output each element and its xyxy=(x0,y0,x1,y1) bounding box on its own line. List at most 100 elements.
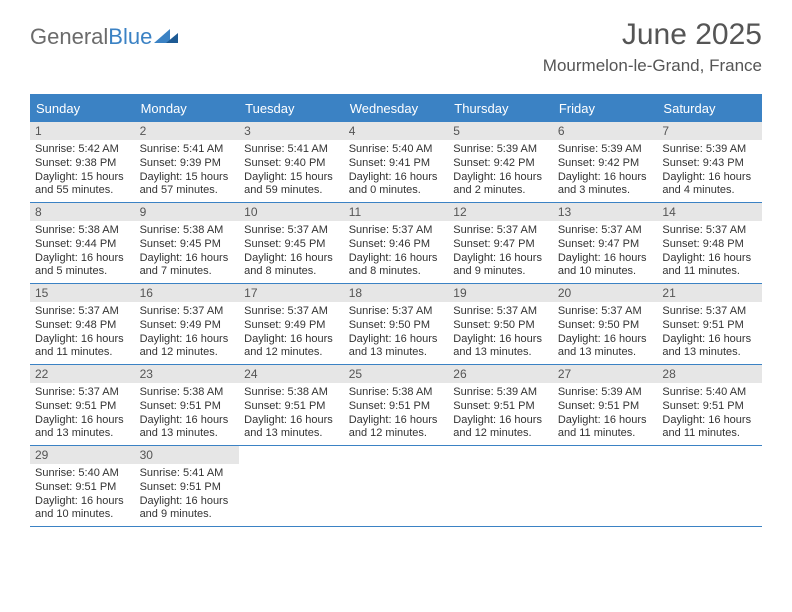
daylight-line: and 55 minutes. xyxy=(35,184,130,198)
calendar-cell: 15Sunrise: 5:37 AMSunset: 9:48 PMDayligh… xyxy=(30,284,135,364)
cell-body: Sunrise: 5:40 AMSunset: 9:41 PMDaylight:… xyxy=(344,143,449,202)
calendar-cell: 3 Sunrise: 5:41 AMSunset: 9:40 PMDaylight… xyxy=(239,122,344,202)
cell-body: Sunrise: 5:39 AMSunset: 9:42 PMDaylight:… xyxy=(553,143,658,202)
calendar-cell: 29Sunrise: 5:40 AMSunset: 9:51 PMDayligh… xyxy=(30,446,135,526)
daylight-line: and 11 minutes. xyxy=(558,427,653,441)
calendar-cell: 28Sunrise: 5:40 AMSunset: 9:51 PMDayligh… xyxy=(657,365,762,445)
sunset-line: Sunset: 9:51 PM xyxy=(140,481,235,495)
day-header-cell: Thursday xyxy=(448,96,553,122)
sunset-line: Sunset: 9:38 PM xyxy=(35,157,130,171)
sunset-line: Sunset: 9:51 PM xyxy=(35,481,130,495)
daylight-line: Daylight: 16 hours xyxy=(453,333,548,347)
daylight-line: and 13 minutes. xyxy=(35,427,130,441)
sunset-line: Sunset: 9:50 PM xyxy=(453,319,548,333)
day-number: 7 xyxy=(657,122,762,140)
sunrise-line: Sunrise: 5:37 AM xyxy=(244,224,339,238)
daylight-line: and 0 minutes. xyxy=(349,184,444,198)
daylight-line: Daylight: 16 hours xyxy=(558,171,653,185)
sunset-line: Sunset: 9:51 PM xyxy=(662,319,757,333)
daylight-line: Daylight: 16 hours xyxy=(140,495,235,509)
calendar-cell: 25Sunrise: 5:38 AMSunset: 9:51 PMDayligh… xyxy=(344,365,449,445)
daylight-line: and 9 minutes. xyxy=(140,508,235,522)
sunrise-line: Sunrise: 5:40 AM xyxy=(662,386,757,400)
daylight-line: and 8 minutes. xyxy=(349,265,444,279)
calendar-cell: 11 Sunrise: 5:37 AMSunset: 9:46 PMDayligh… xyxy=(344,203,449,283)
logo-mark-icon xyxy=(154,25,180,45)
cell-body: Sunrise: 5:37 AMSunset: 9:50 PMDaylight:… xyxy=(553,305,658,364)
sunset-line: Sunset: 9:51 PM xyxy=(140,400,235,414)
daylight-line: and 11 minutes. xyxy=(662,427,757,441)
daylight-line: and 12 minutes. xyxy=(244,346,339,360)
daylight-line: and 8 minutes. xyxy=(244,265,339,279)
calendar-cell: 9Sunrise: 5:38 AMSunset: 9:45 PMDaylight… xyxy=(135,203,240,283)
day-number: 6 xyxy=(553,122,658,140)
day-number: 8 xyxy=(30,203,135,221)
daylight-line: and 11 minutes. xyxy=(662,265,757,279)
sunset-line: Sunset: 9:45 PM xyxy=(140,238,235,252)
day-number: 27 xyxy=(553,365,658,383)
day-number: 4 xyxy=(344,122,449,140)
daylight-line: Daylight: 16 hours xyxy=(662,414,757,428)
daylight-line: and 9 minutes. xyxy=(453,265,548,279)
day-number: 3 xyxy=(239,122,344,140)
cell-body: Sunrise: 5:37 AMSunset: 9:49 PMDaylight:… xyxy=(239,305,344,364)
day-number: 18 xyxy=(344,284,449,302)
week-row: 1Sunrise: 5:42 AMSunset: 9:38 PMDaylight… xyxy=(30,122,762,203)
day-header-cell: Monday xyxy=(135,96,240,122)
day-number: 17 xyxy=(239,284,344,302)
day-number: 11 xyxy=(344,203,449,221)
cell-body: Sunrise: 5:41 AMSunset: 9:40 PMDaylight:… xyxy=(239,143,344,202)
cell-body: Sunrise: 5:42 AMSunset: 9:38 PMDaylight:… xyxy=(30,143,135,202)
daylight-line: Daylight: 15 hours xyxy=(140,171,235,185)
sunrise-line: Sunrise: 5:39 AM xyxy=(662,143,757,157)
month-title: June 2025 xyxy=(543,18,762,52)
daylight-line: and 4 minutes. xyxy=(662,184,757,198)
daylight-line: and 57 minutes. xyxy=(140,184,235,198)
daylight-line: Daylight: 16 hours xyxy=(349,171,444,185)
calendar-cell: . xyxy=(448,446,553,526)
cell-body: Sunrise: 5:37 AMSunset: 9:50 PMDaylight:… xyxy=(448,305,553,364)
day-number: 2 xyxy=(135,122,240,140)
sunrise-line: Sunrise: 5:40 AM xyxy=(35,467,130,481)
cell-body: Sunrise: 5:38 AMSunset: 9:51 PMDaylight:… xyxy=(344,386,449,445)
daylight-line: and 13 minutes. xyxy=(349,346,444,360)
sunrise-line: Sunrise: 5:37 AM xyxy=(35,386,130,400)
sunset-line: Sunset: 9:47 PM xyxy=(558,238,653,252)
daylight-line: Daylight: 16 hours xyxy=(453,171,548,185)
week-row: 29Sunrise: 5:40 AMSunset: 9:51 PMDayligh… xyxy=(30,446,762,527)
sunrise-line: Sunrise: 5:37 AM xyxy=(662,305,757,319)
daylight-line: Daylight: 16 hours xyxy=(453,252,548,266)
sunrise-line: Sunrise: 5:38 AM xyxy=(140,386,235,400)
week-row: 8 Sunrise: 5:38 AM Sunset: 9:44 PM Daylight… xyxy=(30,203,762,284)
day-header-cell: Friday xyxy=(553,96,658,122)
sunset-line: Sunset: 9:39 PM xyxy=(140,157,235,171)
sunrise-line: Sunrise: 5:38 AM xyxy=(140,224,235,238)
cell-body: Sunrise: 5:41 AMSunset: 9:51 PMDaylight:… xyxy=(135,467,240,526)
cell-body: Sunrise: 5:37 AMSunset: 9:51 PMDaylight:… xyxy=(657,305,762,364)
daylight-line: and 10 minutes. xyxy=(558,265,653,279)
cell-body: Sunrise: 5:39 AMSunset: 9:43 PMDaylight:… xyxy=(657,143,762,202)
sunset-line: Sunset: 9:44 PM xyxy=(35,238,130,252)
day-number: 22 xyxy=(30,365,135,383)
daylight-line: Daylight: 16 hours xyxy=(244,252,339,266)
cell-body: Sunrise: 5:37 AMSunset: 9:46 PMDaylight:… xyxy=(344,224,449,283)
cell-body: Sunrise: 5:39 AMSunset: 9:51 PMDaylight:… xyxy=(448,386,553,445)
day-number: 14 xyxy=(657,203,762,221)
daylight-line: Daylight: 16 hours xyxy=(244,414,339,428)
sunrise-line: Sunrise: 5:37 AM xyxy=(244,305,339,319)
cell-body: Sunrise: 5:37 AMSunset: 9:47 PMDaylight:… xyxy=(448,224,553,283)
calendar-cell: 14Sunrise: 5:37 AMSunset: 9:48 PMDayligh… xyxy=(657,203,762,283)
calendar-cell: 21Sunrise: 5:37 AMSunset: 9:51 PMDayligh… xyxy=(657,284,762,364)
sunrise-line: Sunrise: 5:37 AM xyxy=(662,224,757,238)
sunset-line: Sunset: 9:46 PM xyxy=(349,238,444,252)
logo-part2: Blue xyxy=(108,24,152,49)
cell-body: Sunrise: 5:40 AMSunset: 9:51 PMDaylight:… xyxy=(30,467,135,526)
daylight-line: Daylight: 16 hours xyxy=(349,252,444,266)
sunset-line: Sunset: 9:49 PM xyxy=(244,319,339,333)
calendar-cell: 1Sunrise: 5:42 AMSunset: 9:38 PMDaylight… xyxy=(30,122,135,202)
day-number: 16 xyxy=(135,284,240,302)
daylight-line: Daylight: 16 hours xyxy=(35,495,130,509)
sunrise-line: Sunrise: 5:41 AM xyxy=(140,467,235,481)
calendar-cell: 16 Sunrise: 5:37 AMSunset: 9:49 PMDayligh… xyxy=(135,284,240,364)
cell-body: Sunrise: 5:37 AMSunset: 9:49 PMDaylight:… xyxy=(135,305,240,364)
